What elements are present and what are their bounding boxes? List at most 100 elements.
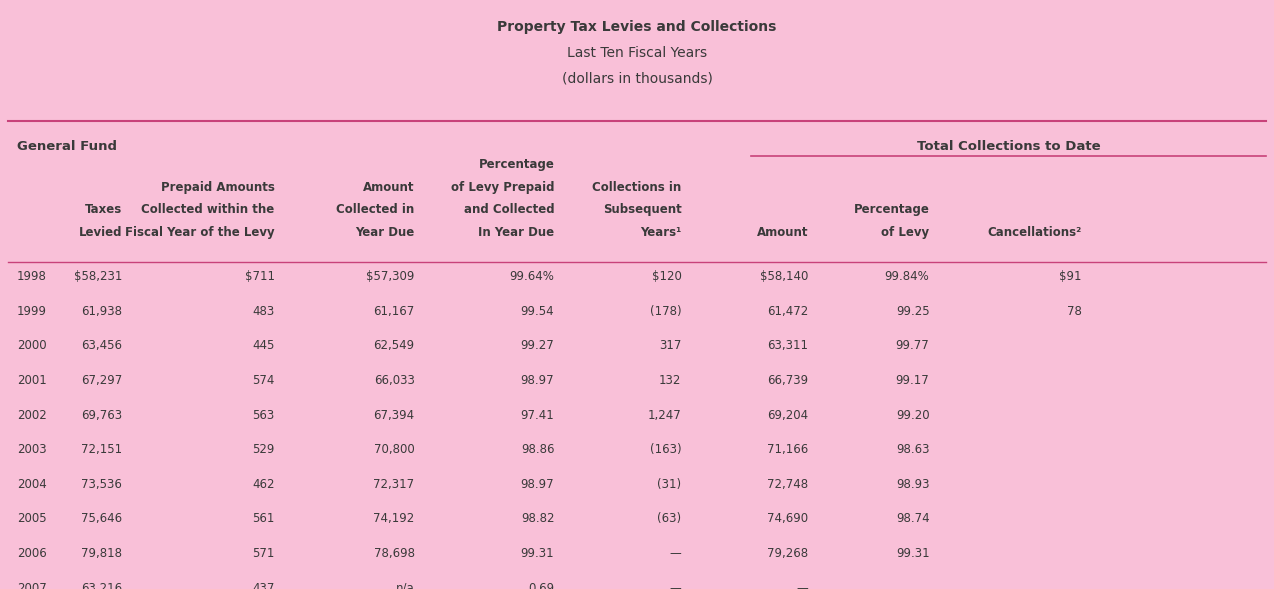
Text: 132: 132 (659, 374, 682, 387)
Text: Amount: Amount (757, 226, 809, 239)
Text: 78: 78 (1068, 305, 1082, 318)
Text: 73,536: 73,536 (82, 478, 122, 491)
Text: 71,166: 71,166 (767, 444, 809, 456)
Text: 69,763: 69,763 (82, 409, 122, 422)
Text: Collections in: Collections in (592, 181, 682, 194)
Text: 98.97: 98.97 (521, 478, 554, 491)
Text: —: — (796, 582, 809, 589)
Text: 317: 317 (659, 339, 682, 352)
Text: 1998: 1998 (17, 270, 47, 283)
Text: 2003: 2003 (17, 444, 46, 456)
Text: of Levy: of Levy (882, 226, 929, 239)
Text: 97.41: 97.41 (521, 409, 554, 422)
Text: 99.31: 99.31 (521, 547, 554, 560)
Text: 98.63: 98.63 (896, 444, 929, 456)
Text: 574: 574 (252, 374, 275, 387)
Text: Cancellations²: Cancellations² (987, 226, 1082, 239)
Text: of Levy Prepaid: of Levy Prepaid (451, 181, 554, 194)
Text: 1,247: 1,247 (647, 409, 682, 422)
Text: 99.27: 99.27 (521, 339, 554, 352)
Text: 99.77: 99.77 (896, 339, 929, 352)
Text: (178): (178) (650, 305, 682, 318)
Text: 561: 561 (252, 512, 275, 525)
Text: 462: 462 (252, 478, 275, 491)
Text: 98.93: 98.93 (896, 478, 929, 491)
Text: Years¹: Years¹ (641, 226, 682, 239)
Text: 98.97: 98.97 (521, 374, 554, 387)
Text: 483: 483 (252, 305, 275, 318)
Text: 529: 529 (252, 444, 275, 456)
Text: 70,800: 70,800 (373, 444, 414, 456)
Text: Prepaid Amounts: Prepaid Amounts (161, 181, 275, 194)
Text: $57,309: $57,309 (366, 270, 414, 283)
Text: 75,646: 75,646 (82, 512, 122, 525)
Text: 78,698: 78,698 (373, 547, 414, 560)
Text: 66,033: 66,033 (373, 374, 414, 387)
Text: 2001: 2001 (17, 374, 46, 387)
Text: $58,231: $58,231 (74, 270, 122, 283)
Text: 67,297: 67,297 (82, 374, 122, 387)
Text: Taxes: Taxes (85, 203, 122, 216)
Text: 99.25: 99.25 (896, 305, 929, 318)
Text: 2007: 2007 (17, 582, 46, 589)
Text: 98.86: 98.86 (521, 444, 554, 456)
Text: 99.84%: 99.84% (884, 270, 929, 283)
Text: 99.31: 99.31 (896, 547, 929, 560)
Text: 2005: 2005 (17, 512, 46, 525)
Text: n/a: n/a (396, 582, 414, 589)
Text: (163): (163) (650, 444, 682, 456)
Text: 79,818: 79,818 (82, 547, 122, 560)
Text: Last Ten Fiscal Years: Last Ten Fiscal Years (567, 45, 707, 59)
Text: Fiscal Year of the Levy: Fiscal Year of the Levy (125, 226, 275, 239)
Text: and Collected: and Collected (464, 203, 554, 216)
Text: 67,394: 67,394 (373, 409, 414, 422)
Text: 2006: 2006 (17, 547, 46, 560)
Text: 63,311: 63,311 (768, 339, 809, 352)
Text: $120: $120 (651, 270, 682, 283)
Text: 61,167: 61,167 (373, 305, 414, 318)
Text: 2000: 2000 (17, 339, 46, 352)
Text: 61,938: 61,938 (82, 305, 122, 318)
Text: 1999: 1999 (17, 305, 47, 318)
Text: 98.82: 98.82 (521, 512, 554, 525)
Text: General Fund: General Fund (17, 140, 117, 153)
Text: 61,472: 61,472 (767, 305, 809, 318)
Text: Collected in: Collected in (336, 203, 414, 216)
Text: 62,549: 62,549 (373, 339, 414, 352)
Text: Percentage: Percentage (854, 203, 929, 216)
Text: 98.74: 98.74 (896, 512, 929, 525)
Text: 69,204: 69,204 (767, 409, 809, 422)
Text: 99.20: 99.20 (896, 409, 929, 422)
Text: 437: 437 (252, 582, 275, 589)
Text: (dollars in thousands): (dollars in thousands) (562, 71, 712, 85)
Text: 72,317: 72,317 (373, 478, 414, 491)
Text: (31): (31) (657, 478, 682, 491)
Text: 66,739: 66,739 (767, 374, 809, 387)
Text: 563: 563 (252, 409, 275, 422)
Text: Amount: Amount (363, 181, 414, 194)
Text: 72,748: 72,748 (767, 478, 809, 491)
Text: 0.69: 0.69 (529, 582, 554, 589)
Text: 72,151: 72,151 (82, 444, 122, 456)
Text: —: — (670, 582, 682, 589)
Text: —: — (670, 547, 682, 560)
Text: $91: $91 (1060, 270, 1082, 283)
Text: 63,456: 63,456 (82, 339, 122, 352)
Text: 79,268: 79,268 (767, 547, 809, 560)
Text: Subsequent: Subsequent (603, 203, 682, 216)
Text: Total Collections to Date: Total Collections to Date (917, 140, 1101, 153)
Text: Year Due: Year Due (355, 226, 414, 239)
Text: (63): (63) (657, 512, 682, 525)
Text: 2002: 2002 (17, 409, 46, 422)
Text: Levied: Levied (79, 226, 122, 239)
Text: 74,690: 74,690 (767, 512, 809, 525)
Text: Property Tax Levies and Collections: Property Tax Levies and Collections (497, 20, 777, 34)
Text: 99.64%: 99.64% (510, 270, 554, 283)
Text: Collected within the: Collected within the (141, 203, 275, 216)
Text: 74,192: 74,192 (373, 512, 414, 525)
Text: $711: $711 (245, 270, 275, 283)
Text: $58,140: $58,140 (761, 270, 809, 283)
Text: 445: 445 (252, 339, 275, 352)
Text: 63,216: 63,216 (82, 582, 122, 589)
Text: 2004: 2004 (17, 478, 46, 491)
